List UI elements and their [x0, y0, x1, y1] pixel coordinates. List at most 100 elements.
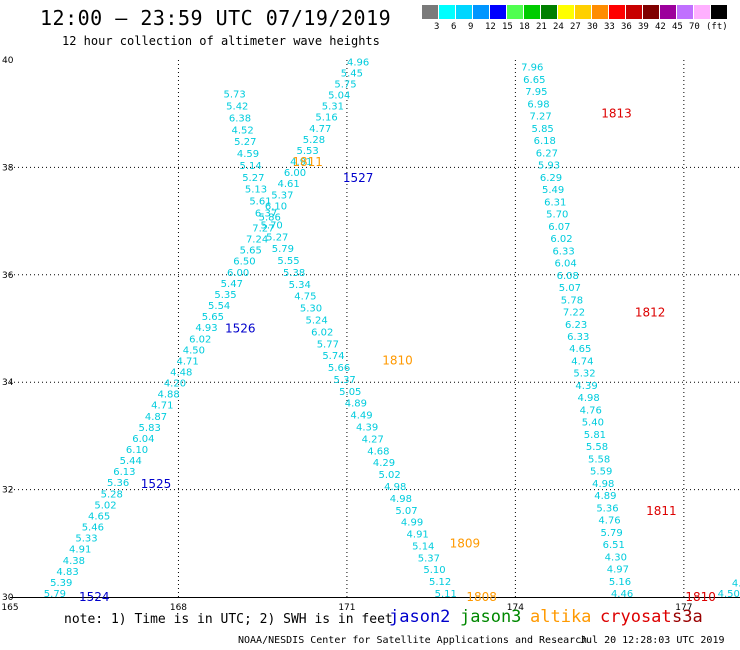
wave-height-value: 4.20	[164, 379, 186, 390]
wave-height-value: 5.36	[107, 478, 129, 489]
wave-height-value: 5.27	[266, 232, 288, 243]
wave-height-value: 5.16	[315, 113, 337, 124]
wave-height-value: 4.87	[145, 412, 167, 423]
wave-height-value: 6.98	[527, 99, 549, 110]
wave-height-value: 5.93	[538, 161, 560, 172]
wave-height-value: 5.28	[101, 489, 123, 500]
lon-tick-label: 177	[675, 603, 692, 613]
satellite-jason3: jason3	[460, 607, 522, 627]
wave-height-value: 4.30	[605, 552, 627, 563]
wave-height-value: 6.00	[227, 268, 249, 279]
wave-height-value: 5.33	[75, 534, 97, 545]
wave-height-value: 6.10	[126, 445, 148, 456]
wave-height-value: 5.79	[600, 528, 622, 539]
legend-label: 24	[553, 22, 564, 32]
wave-height-value: 5.75	[334, 80, 356, 91]
wave-height-value: 5.27	[242, 173, 264, 184]
legend-label: 42	[655, 22, 666, 32]
wave-height-value: 5.59	[590, 467, 612, 478]
wave-height-value: 5.13	[245, 185, 267, 196]
wave-height-value: 5.74	[322, 351, 344, 362]
wave-height-value: 4.74	[571, 356, 593, 367]
wave-height-value: 4.91	[69, 545, 91, 556]
wave-height-value: 5.79	[44, 589, 66, 600]
wave-height-value: 5.44	[120, 456, 142, 467]
wave-height-value: 5.38	[283, 268, 305, 279]
lon-tick-label: 174	[507, 603, 524, 613]
lat-tick-label: 30	[2, 593, 14, 603]
wave-height-value: 7.95	[525, 87, 547, 98]
lat-tick-label: 36	[2, 271, 14, 281]
legend-swatch	[524, 5, 541, 19]
wave-height-value: 5.45	[341, 68, 363, 79]
wave-height-value: 5.42	[226, 101, 248, 112]
wave-height-value: 6.02	[189, 334, 211, 345]
legend-label: 3	[434, 22, 440, 32]
wave-height-value: 6.04	[555, 259, 577, 270]
pass-time-label: 1811	[292, 155, 323, 169]
legend-swatch	[643, 5, 660, 19]
wave-height-value: 6.08	[557, 271, 579, 282]
wave-height-value: 5.10	[423, 565, 445, 576]
wave-height-value: 7.24	[246, 235, 268, 246]
lat-tick-label: 32	[2, 486, 13, 496]
wave-height-value: 7.27	[252, 224, 274, 235]
legend-label: 36	[621, 22, 632, 32]
legend-label: 18	[519, 22, 530, 32]
wave-height-value: 5.49	[542, 185, 564, 196]
wave-height-value: 7.96	[521, 63, 543, 74]
wave-height-value: 5.83	[139, 423, 161, 434]
wave-height-value: 4.96	[347, 57, 369, 68]
wave-height-value: 4.83	[56, 567, 78, 578]
legend-swatch	[490, 5, 507, 19]
wave-height-value: 5.07	[395, 506, 417, 517]
wave-height-value: 4.68	[367, 446, 389, 457]
wave-height-value: 5.47	[221, 279, 243, 290]
legend-label: 33	[604, 22, 615, 32]
wave-height-value: 5.46	[82, 523, 104, 534]
wave-height-value: 4.27	[362, 434, 384, 445]
wave-height-value: 4.76	[580, 405, 602, 416]
satellite-jason2: jason2	[389, 607, 451, 627]
wave-height-value: 4.91	[290, 157, 312, 168]
legend-label: 21	[536, 22, 547, 32]
pass-time-label: 1810	[685, 590, 716, 604]
wave-height-value: 4.75	[294, 292, 316, 303]
wave-height-value: 4.89	[594, 491, 616, 502]
wave-height-value: 4.98	[390, 494, 412, 505]
legend-swatch	[609, 5, 626, 19]
legend-label: (ft)	[706, 22, 728, 32]
wave-height-value: 5.85	[532, 124, 554, 135]
wave-height-value: 4.97	[607, 565, 629, 576]
legend-label: 15	[502, 22, 513, 32]
wave-height-value: 5.02	[94, 500, 116, 511]
wave-height-value: 6.50	[233, 257, 255, 268]
legend-label: 39	[638, 22, 649, 32]
wave-height-value: 5.37	[271, 190, 293, 201]
wave-height-value: 6.51	[603, 540, 625, 551]
wave-height-value: 5.58	[586, 442, 608, 453]
lat-tick-label: 34	[2, 378, 14, 388]
wave-height-value: 5.70	[261, 220, 283, 231]
wave-height-value: 6.18	[534, 136, 556, 147]
wave-height-value: 4.39	[356, 423, 378, 434]
wave-height-value: 5.55	[277, 256, 299, 267]
wave-height-value: 6.29	[540, 173, 562, 184]
wave-height-value: 5.81	[584, 430, 606, 441]
wave-height-value: 4.48	[170, 367, 192, 378]
wave-height-value: 4.49	[350, 411, 372, 422]
legend-swatch	[592, 5, 609, 19]
wave-height-value: 6.10	[265, 201, 287, 212]
lon-tick-label: 165	[1, 603, 18, 613]
pass-time-label: 1808	[466, 590, 497, 604]
pass-time-label: 1526	[225, 322, 256, 336]
generated-timestamp: Jul 20 12:28:03 UTC 2019	[580, 635, 725, 646]
wave-height-value: 5.30	[300, 304, 322, 315]
pass-time-label: 1527	[343, 171, 374, 185]
legend-label: 6	[451, 22, 457, 32]
wave-height-value: 5.04	[328, 91, 350, 102]
wave-height-value: 4.65	[569, 344, 591, 355]
wave-height-value: 5.61	[249, 197, 271, 208]
wave-height-value: 5.31	[322, 102, 344, 113]
legend-swatch	[439, 5, 456, 19]
